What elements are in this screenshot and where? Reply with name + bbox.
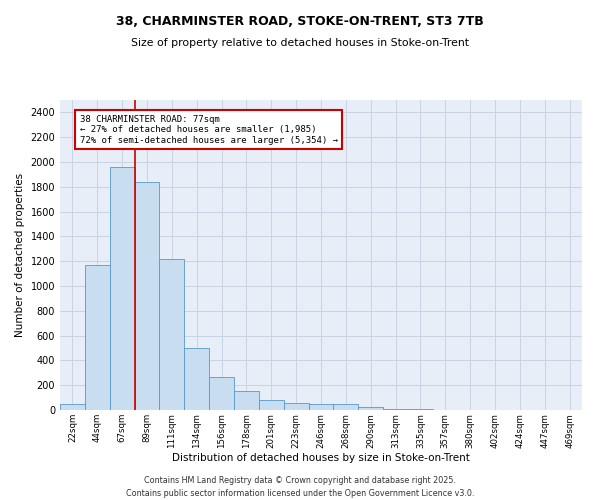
Text: Size of property relative to detached houses in Stoke-on-Trent: Size of property relative to detached ho… [131, 38, 469, 48]
Bar [234, 391, 259, 410]
Bar [209, 376, 234, 410]
Y-axis label: Number of detached properties: Number of detached properties [15, 173, 25, 337]
Bar [160, 258, 184, 410]
Text: 38 CHARMINSTER ROAD: 77sqm
← 27% of detached houses are smaller (1,985)
72% of s: 38 CHARMINSTER ROAD: 77sqm ← 27% of deta… [80, 115, 338, 144]
Bar [383, 409, 408, 410]
Bar [358, 407, 383, 410]
Bar [60, 404, 85, 410]
Bar [134, 182, 160, 410]
Bar [284, 403, 308, 410]
Bar [110, 167, 134, 410]
Bar [334, 404, 358, 410]
Text: 38, CHARMINSTER ROAD, STOKE-ON-TRENT, ST3 7TB: 38, CHARMINSTER ROAD, STOKE-ON-TRENT, ST… [116, 15, 484, 28]
Text: Contains HM Land Registry data © Crown copyright and database right 2025.
Contai: Contains HM Land Registry data © Crown c… [126, 476, 474, 498]
X-axis label: Distribution of detached houses by size in Stoke-on-Trent: Distribution of detached houses by size … [172, 453, 470, 463]
Bar [85, 265, 110, 410]
Bar [308, 404, 334, 410]
Bar [184, 348, 209, 410]
Bar [259, 400, 284, 410]
